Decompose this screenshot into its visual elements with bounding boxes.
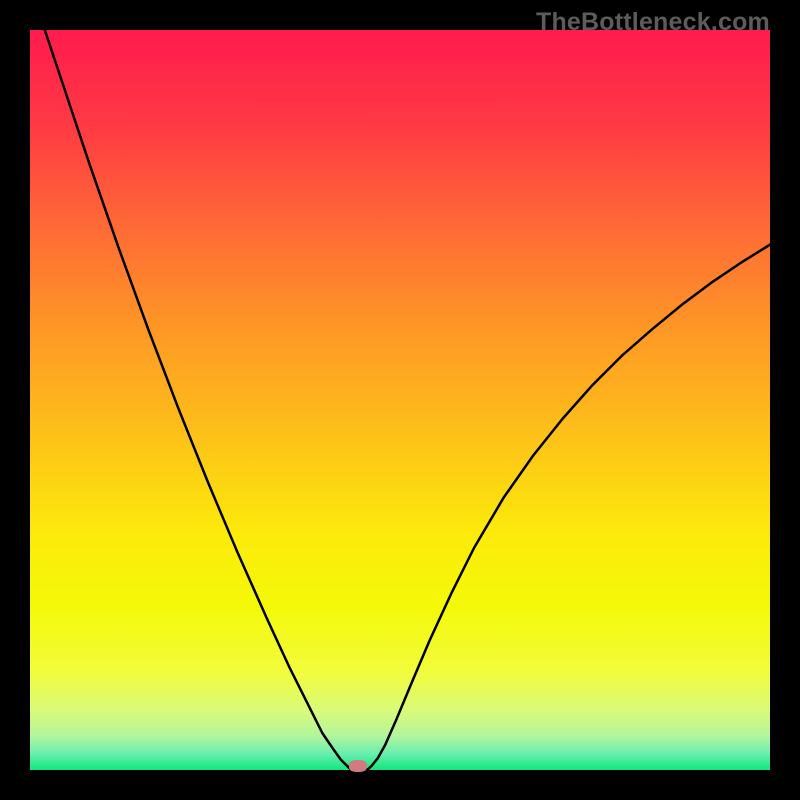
bottleneck-curve — [30, 30, 770, 770]
plot-area — [30, 30, 770, 770]
optimum-marker — [349, 760, 367, 772]
curve-layer — [30, 30, 770, 770]
watermark-text: TheBottleneck.com — [536, 8, 770, 37]
